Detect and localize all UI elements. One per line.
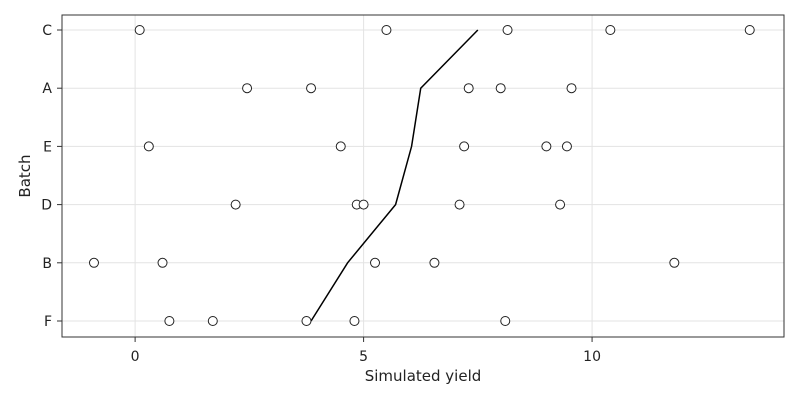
data-point <box>157 257 168 268</box>
y-tick-label: B <box>42 256 52 272</box>
data-point <box>370 257 381 268</box>
data-point <box>669 257 680 268</box>
data-point <box>349 316 360 326</box>
data-point <box>541 141 552 152</box>
data-layer <box>88 25 755 326</box>
x-tick-label: 0 <box>131 349 140 365</box>
data-point <box>88 257 99 268</box>
series-line <box>310 29 479 322</box>
plot-frame <box>61 14 785 338</box>
data-point <box>454 199 465 210</box>
x-tick-label: 5 <box>359 349 368 365</box>
data-point <box>500 316 511 326</box>
data-point <box>495 83 506 94</box>
data-point <box>242 83 253 94</box>
data-point <box>230 199 241 210</box>
x-tick-label: 10 <box>583 349 601 365</box>
gridlines <box>62 15 784 337</box>
data-point <box>561 141 572 152</box>
axes: 0 5 10 C A E D B F <box>41 23 601 365</box>
y-tick-label: A <box>42 81 52 97</box>
data-point <box>358 199 369 210</box>
data-point <box>555 199 566 210</box>
y-tick-label: F <box>44 314 52 330</box>
data-point <box>605 25 616 35</box>
data-point <box>207 316 218 326</box>
y-axis-title: Batch <box>16 154 34 197</box>
data-point <box>429 257 440 268</box>
data-point <box>164 316 175 326</box>
data-point <box>134 25 145 35</box>
x-axis-title: Simulated yield <box>365 367 482 385</box>
data-point <box>301 316 312 326</box>
data-point <box>459 141 470 152</box>
data-point <box>381 25 392 35</box>
data-point <box>744 25 755 35</box>
data-point <box>143 141 154 152</box>
y-tick-label: C <box>42 23 52 39</box>
data-point <box>335 141 346 152</box>
data-point <box>502 25 513 35</box>
data-point <box>463 83 474 94</box>
data-point <box>566 83 577 94</box>
data-point <box>306 83 317 94</box>
y-tick-label: D <box>41 198 52 214</box>
y-tick-label: E <box>43 139 52 155</box>
